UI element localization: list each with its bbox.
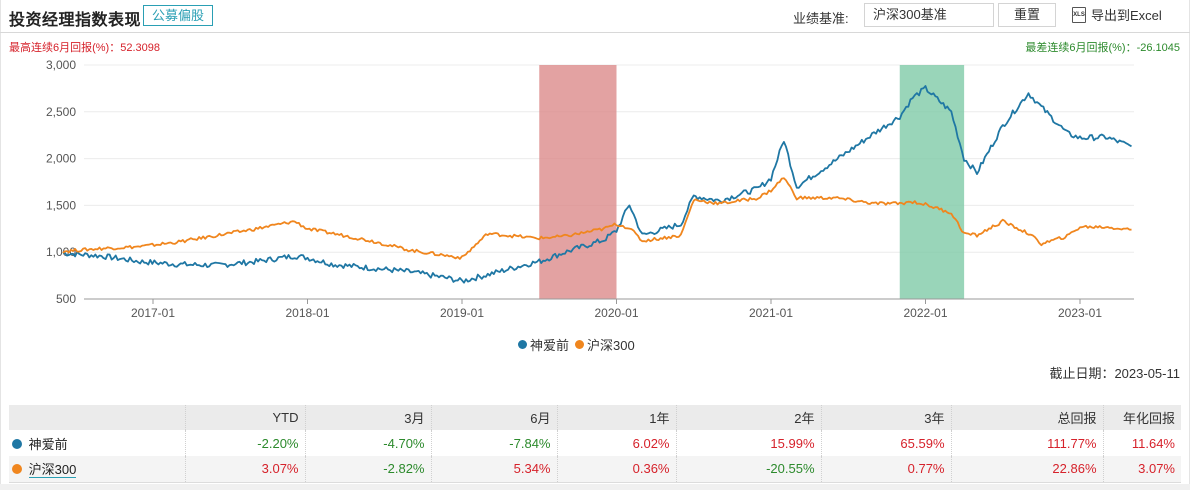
svg-text:1,000: 1,000 xyxy=(46,245,76,259)
table-header-row: YTD 3月 6月 1年 2年 3年 总回报 年化回报 xyxy=(9,405,1181,430)
export-excel-button[interactable]: XLS 导出到Excel xyxy=(1072,5,1162,24)
value-cell: 65.59% xyxy=(820,430,951,456)
value-cell: 111.77% xyxy=(950,430,1103,456)
reset-button[interactable]: 重置 xyxy=(998,3,1056,27)
value-cell: 11.64% xyxy=(1102,430,1181,456)
performance-table: YTD 3月 6月 1年 2年 3年 总回报 年化回报 神爱前 -2.20% -… xyxy=(9,405,1181,483)
col-header: YTD xyxy=(184,405,305,430)
table-row: 神爱前 -2.20% -4.70% -7.84% 6.02% 15.99% 65… xyxy=(9,430,1181,456)
value-cell: 3.07% xyxy=(1102,456,1181,483)
svg-text:2021-01: 2021-01 xyxy=(749,306,793,320)
row-name-cell: 沪深300 xyxy=(9,456,185,483)
svg-text:2023-01: 2023-01 xyxy=(1058,306,1102,320)
svg-text:500: 500 xyxy=(56,292,76,306)
benchmark-link[interactable]: 沪深300 xyxy=(28,462,77,479)
value-cell: 3.07% xyxy=(184,456,305,483)
value-cell: 5.34% xyxy=(430,456,557,483)
col-header: 3月 xyxy=(304,405,431,430)
header-bar: 投资经理指数表现 公募偏股 业绩基准: 沪深300基准 重置 XLS 导出到Ex… xyxy=(0,0,1190,33)
legend-label: 神爱前 xyxy=(530,338,570,353)
col-header: 总回报 xyxy=(950,405,1103,430)
chart-legend: 神爱前 沪深300 xyxy=(518,335,641,354)
benchmark-label: 业绩基准: xyxy=(793,11,849,26)
value-cell: 0.77% xyxy=(820,456,951,483)
export-label: 导出到Excel xyxy=(1091,8,1162,23)
svg-text:1,500: 1,500 xyxy=(46,198,76,212)
row-name-cell: 神爱前 xyxy=(9,430,185,456)
row-name: 神爱前 xyxy=(28,436,68,452)
value-cell: 22.86% xyxy=(950,456,1103,483)
svg-text:2018-01: 2018-01 xyxy=(285,306,329,320)
legend-item-benchmark[interactable]: 沪深300 xyxy=(575,335,635,354)
svg-text:2,000: 2,000 xyxy=(46,152,76,166)
series-dot-icon xyxy=(518,340,527,349)
value-cell: 6.02% xyxy=(556,430,676,456)
benchmark-select[interactable]: 沪深300基准 xyxy=(864,3,994,27)
value-cell: -2.20% xyxy=(184,430,305,456)
legend-item-manager[interactable]: 神爱前 xyxy=(518,335,569,354)
category-tag: 公募偏股 xyxy=(143,5,214,26)
page-title: 投资经理指数表现 xyxy=(9,12,142,29)
value-cell: 0.36% xyxy=(556,456,676,483)
series-dot-icon xyxy=(12,464,22,475)
col-header: 年化回报 xyxy=(1102,405,1181,430)
value-cell: 15.99% xyxy=(675,430,821,456)
value-cell: -4.70% xyxy=(304,430,431,456)
value-cell: -2.82% xyxy=(304,456,431,483)
col-header: 1年 xyxy=(556,405,676,430)
svg-text:2019-01: 2019-01 xyxy=(440,306,484,320)
value-cell: -20.55% xyxy=(675,456,821,483)
col-header: 3年 xyxy=(820,405,951,430)
min-6m-return: 最差连续6月回报(%)：-26.1045 xyxy=(1025,42,1180,54)
svg-text:2,500: 2,500 xyxy=(46,105,76,119)
table-row: 沪深300 3.07% -2.82% 5.34% 0.36% -20.55% 0… xyxy=(9,456,1181,483)
svg-text:2017-01: 2017-01 xyxy=(131,306,175,320)
svg-text:2020-01: 2020-01 xyxy=(594,306,638,320)
svg-text:2022-01: 2022-01 xyxy=(903,306,947,320)
series-dot-icon xyxy=(12,438,22,449)
svg-text:3,000: 3,000 xyxy=(46,58,76,72)
max-6m-return: 最高连续6月回报(%)：52.3098 xyxy=(9,42,160,54)
xls-file-icon: XLS xyxy=(1072,6,1086,23)
performance-line-chart: 500 1,000 1,500 2,000 2,500 3,000 2017-01 2018-… xyxy=(46,58,1134,320)
legend-label: 沪深300 xyxy=(587,338,635,353)
bottom-edge xyxy=(0,484,1190,490)
col-header xyxy=(9,405,185,430)
series-dot-icon xyxy=(575,340,585,349)
col-header: 2年 xyxy=(675,405,821,430)
as-of-date: 截止日期：2023-05-11 xyxy=(1049,366,1180,381)
col-header: 6月 xyxy=(430,405,557,430)
value-cell: -7.84% xyxy=(430,430,557,456)
